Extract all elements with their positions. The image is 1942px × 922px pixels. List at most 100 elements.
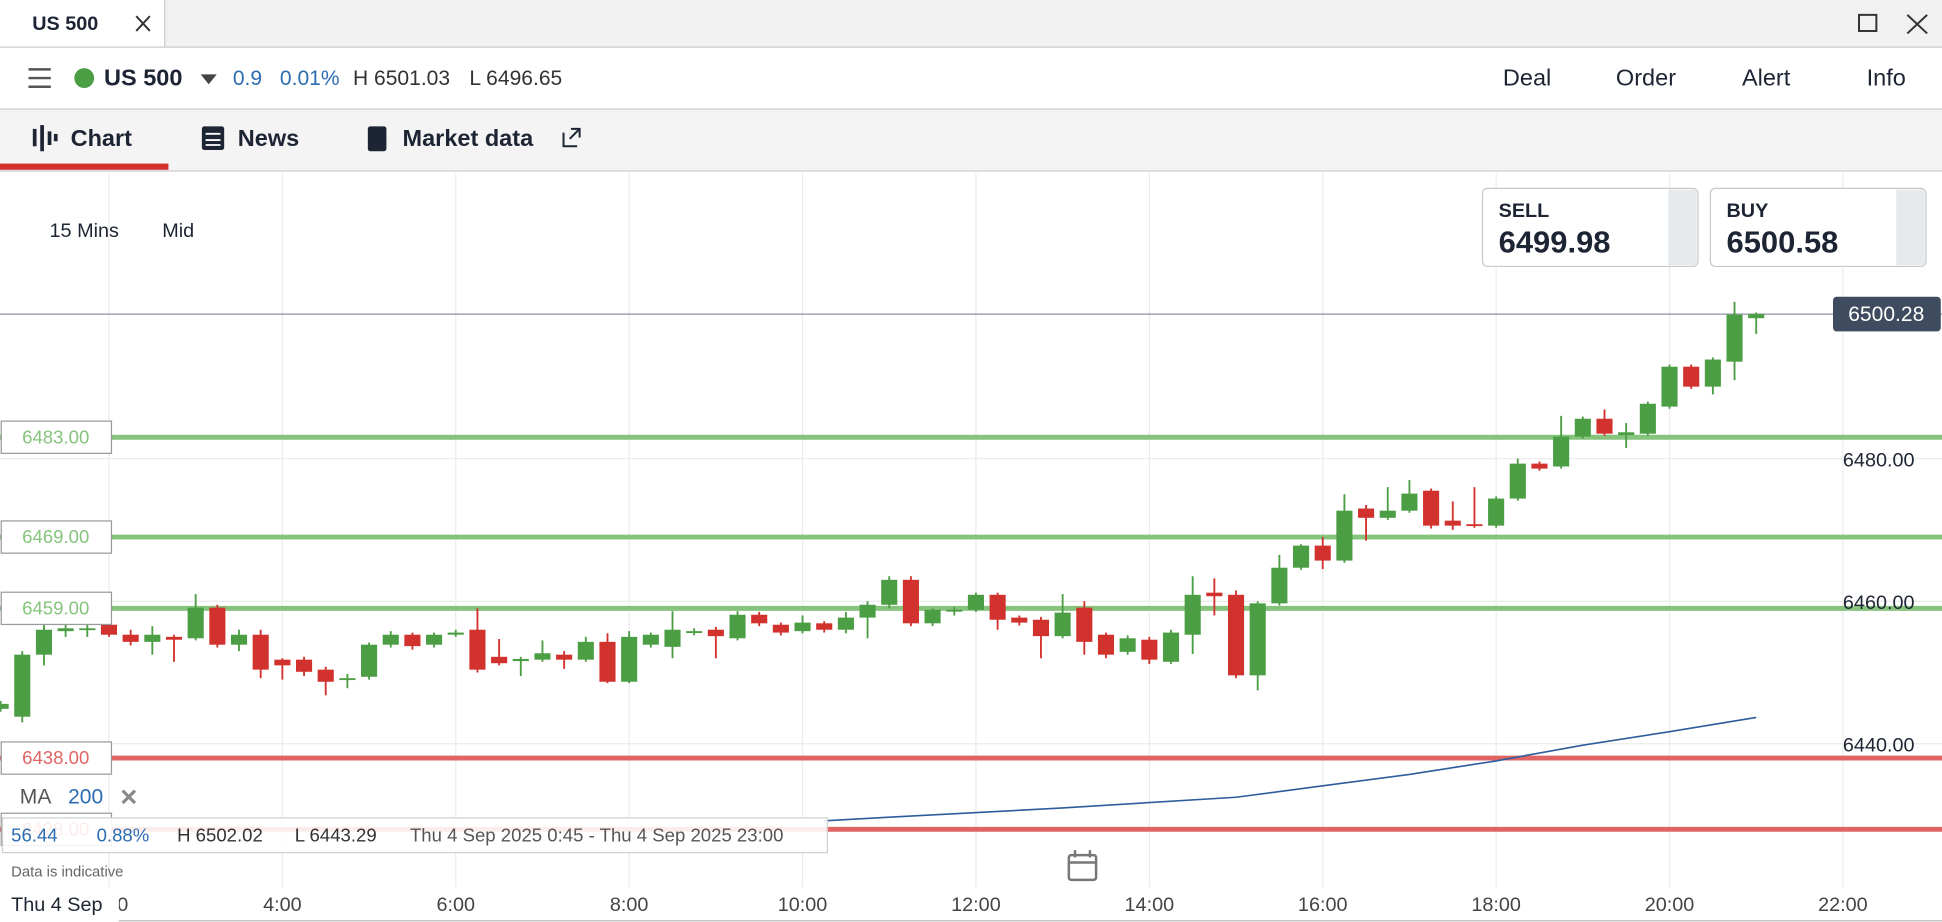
low: L 6496.65 (469, 67, 562, 90)
note: Data is indicative (11, 864, 123, 880)
change: 0.9 (233, 67, 262, 90)
candle-body (881, 579, 898, 605)
action[interactable]: Info (1867, 65, 1906, 91)
action[interactable]: Alert (1742, 65, 1791, 91)
candle-body (165, 636, 183, 640)
calendar-icon[interactable] (1067, 853, 1098, 882)
x-tick-label: 14:00 (1125, 894, 1175, 916)
summary-box (1, 817, 828, 854)
high: H 6501.03 (353, 67, 450, 90)
y-tick-label: 6440.00 (1843, 734, 1915, 756)
candle-body (859, 604, 876, 618)
price-type[interactable]: Mid (162, 220, 194, 242)
candle-body (1531, 463, 1548, 469)
tab-underline (0, 163, 169, 170)
summary-high: H 6502.02 (177, 824, 263, 845)
candle-body (1618, 432, 1635, 436)
menu[interactable] (28, 68, 51, 88)
candle-body (14, 654, 31, 717)
candle-body (1704, 359, 1721, 387)
window-close[interactable] (1906, 14, 1928, 35)
sell-box[interactable] (1481, 187, 1699, 268)
ma-name: MA (20, 786, 52, 809)
candle-body (295, 659, 313, 672)
candle-body (1683, 366, 1700, 387)
candle-body (1119, 638, 1136, 652)
candle-body (361, 644, 378, 677)
news-icon (201, 126, 225, 150)
level-label: 6469.00 (22, 526, 89, 547)
tab[interactable]: Chart (71, 125, 133, 151)
x-tick-label: 12:00 (951, 894, 1001, 916)
candle-body (1574, 418, 1591, 437)
ma-remove[interactable] (121, 789, 137, 805)
current-price: 6500.28 (1848, 303, 1924, 326)
candle-body (816, 623, 833, 630)
x-tick-label: 8:00 (610, 894, 649, 916)
summary-range: Thu 4 Sep 2025 0:45 - Thu 4 Sep 2025 23:… (410, 824, 783, 845)
candle-body (187, 607, 204, 639)
candle-body (1141, 639, 1158, 660)
candle-body (989, 594, 1006, 620)
candle-body (1271, 567, 1288, 604)
candle-body (79, 628, 96, 631)
tab[interactable]: News (238, 125, 299, 151)
sell-price: 6499.98 (1499, 224, 1611, 259)
current-price-tag (1833, 296, 1941, 332)
x-tick-label: 10:00 (778, 894, 828, 916)
tab[interactable]: Market data (403, 125, 535, 151)
candle-body (1423, 490, 1440, 526)
x-tick-label: 22:00 (1818, 894, 1868, 916)
candle-body (0, 703, 9, 709)
sell-label: SELL (1499, 200, 1550, 222)
candle-body (599, 641, 616, 682)
calendar-icon-top (1068, 850, 1097, 864)
instrument[interactable]: US 500 (104, 65, 182, 91)
candle-body (1054, 612, 1071, 637)
candle-body (426, 634, 443, 645)
external-link[interactable] (562, 127, 581, 148)
level-label-box (0, 420, 113, 454)
moving-average (824, 716, 1757, 822)
status-dot (74, 68, 95, 88)
candle-body (946, 609, 963, 612)
active-tab[interactable] (0, 0, 165, 48)
candle-body (1336, 510, 1353, 561)
candle-body (1184, 594, 1201, 635)
change-pct: 0.01% (280, 67, 340, 90)
candle-body (794, 622, 811, 632)
tab-close[interactable] (135, 15, 151, 32)
candle-body (404, 634, 421, 647)
candle-body (1097, 634, 1115, 655)
candle-body (1748, 314, 1765, 319)
level-label: 6459.00 (22, 597, 89, 618)
summary-change: 56.44 (11, 824, 57, 845)
news-icon-lines (205, 132, 221, 146)
x-tick-label: 6:00 (436, 894, 475, 916)
candle-body (534, 653, 551, 660)
candle-body (902, 579, 919, 624)
tab-bar (0, 0, 1942, 48)
candle-body (1162, 632, 1180, 662)
candle-body (122, 634, 139, 642)
level-label-box (0, 520, 113, 554)
sell-box-strip (1668, 189, 1697, 266)
candle-body (1293, 545, 1310, 568)
buy-box[interactable] (1709, 187, 1927, 268)
action[interactable]: Deal (1503, 65, 1551, 91)
candle-body (274, 659, 291, 666)
interval[interactable]: 15 Mins (50, 220, 119, 242)
ma-period: 200 (68, 786, 103, 809)
candle-body (1509, 463, 1526, 499)
tab-title: US 500 (32, 13, 98, 35)
candle-body (1444, 520, 1461, 526)
dropdown[interactable] (200, 74, 217, 85)
chart-icon (32, 125, 58, 152)
buy-price: 6500.58 (1726, 224, 1838, 259)
y-tick-label: 6480.00 (1843, 449, 1915, 471)
action[interactable]: Order (1616, 65, 1676, 91)
candle-body (469, 629, 486, 670)
candle-body (556, 654, 573, 660)
maximize[interactable] (1858, 13, 1878, 32)
